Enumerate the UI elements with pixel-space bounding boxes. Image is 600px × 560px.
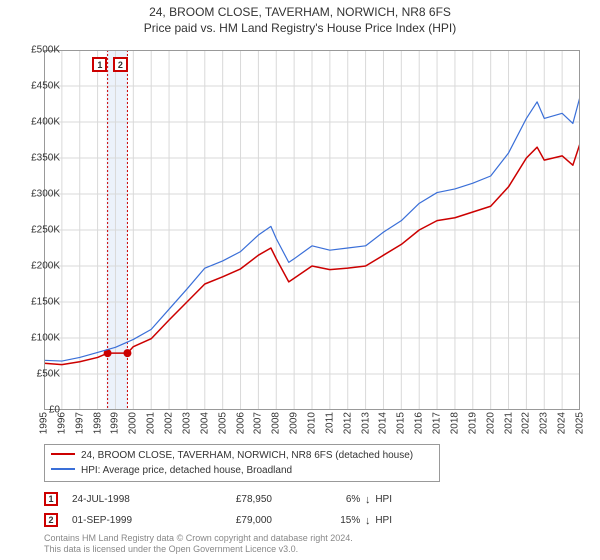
event-marker: 1	[92, 57, 107, 72]
y-tick-label: £300K	[10, 189, 60, 200]
event-price: £79,000	[182, 515, 272, 526]
chart-title: 24, BROOM CLOSE, TAVERHAM, NORWICH, NR8 …	[0, 0, 600, 36]
x-tick-label: 2004	[199, 412, 210, 434]
down-arrow-icon: ↓	[365, 495, 371, 506]
x-tick-label: 2000	[128, 412, 139, 434]
event-table: 1 24-JUL-1998£78,9506% ↓ HPI 2 01-SEP-1999£…	[44, 490, 580, 529]
x-tick-label: 2015	[396, 412, 407, 434]
x-tick-label: 2021	[503, 412, 514, 434]
legend-swatch	[51, 468, 75, 470]
event-row: 2 01-SEP-1999£79,00015% ↓ HPI	[44, 511, 580, 529]
footer-line2: This data is licensed under the Open Gov…	[44, 544, 353, 556]
event-number-badge: 2	[44, 513, 58, 527]
x-tick-label: 2013	[360, 412, 371, 434]
x-tick-label: 1996	[56, 412, 67, 434]
x-tick-label: 2024	[557, 412, 568, 434]
plot-area	[44, 50, 580, 410]
legend-label: 24, BROOM CLOSE, TAVERHAM, NORWICH, NR8 …	[81, 450, 413, 461]
x-tick-label: 2022	[521, 412, 532, 434]
y-tick-label: £150K	[10, 297, 60, 308]
x-tick-label: 2020	[485, 412, 496, 434]
footer-line1: Contains HM Land Registry data © Crown c…	[44, 533, 353, 545]
event-row: 1 24-JUL-1998£78,9506% ↓ HPI	[44, 490, 580, 508]
y-tick-label: £100K	[10, 333, 60, 344]
y-tick-label: £250K	[10, 225, 60, 236]
x-tick-label: 1999	[110, 412, 121, 434]
y-tick-label: £200K	[10, 261, 60, 272]
down-arrow-icon: ↓	[365, 516, 371, 527]
legend-label: HPI: Average price, detached house, Broa…	[81, 465, 292, 476]
footer-attribution: Contains HM Land Registry data © Crown c…	[44, 533, 353, 556]
x-tick-label: 2012	[342, 412, 353, 434]
x-tick-label: 2001	[146, 412, 157, 434]
event-pct: 15% ↓ HPI	[272, 515, 392, 526]
y-tick-label: £450K	[10, 81, 60, 92]
x-tick-label: 2019	[467, 412, 478, 434]
event-date: 01-SEP-1999	[72, 515, 182, 526]
x-tick-label: 1998	[92, 412, 103, 434]
x-tick-label: 2011	[324, 412, 335, 434]
x-tick-label: 2018	[449, 412, 460, 434]
x-tick-label: 2009	[289, 412, 300, 434]
event-date: 24-JUL-1998	[72, 494, 182, 505]
x-tick-label: 1997	[74, 412, 85, 434]
x-tick-label: 2007	[253, 412, 264, 434]
legend-item: 24, BROOM CLOSE, TAVERHAM, NORWICH, NR8 …	[51, 448, 433, 463]
x-tick-label: 2014	[378, 412, 389, 434]
title-address: 24, BROOM CLOSE, TAVERHAM, NORWICH, NR8 …	[0, 4, 600, 20]
y-tick-label: £0	[10, 405, 60, 416]
x-tick-label: 2005	[217, 412, 228, 434]
chart-container: { "title": { "address": "24, BROOM CLOSE…	[0, 0, 600, 560]
legend-item: HPI: Average price, detached house, Broa…	[51, 463, 433, 478]
legend-and-events: 24, BROOM CLOSE, TAVERHAM, NORWICH, NR8 …	[44, 444, 580, 532]
y-tick-label: £400K	[10, 117, 60, 128]
event-pct: 6% ↓ HPI	[272, 494, 392, 505]
event-number-badge: 1	[44, 492, 58, 506]
x-tick-label: 2010	[307, 412, 318, 434]
plot-svg	[44, 50, 580, 410]
x-tick-label: 2008	[271, 412, 282, 434]
legend-box: 24, BROOM CLOSE, TAVERHAM, NORWICH, NR8 …	[44, 444, 440, 482]
event-marker: 2	[113, 57, 128, 72]
x-tick-label: 2016	[414, 412, 425, 434]
legend-swatch	[51, 453, 75, 455]
x-tick-label: 2025	[575, 412, 586, 434]
y-tick-label: £50K	[10, 369, 60, 380]
x-tick-label: 2003	[181, 412, 192, 434]
event-price: £78,950	[182, 494, 272, 505]
x-tick-label: 1995	[39, 412, 50, 434]
x-tick-label: 2006	[235, 412, 246, 434]
y-tick-label: £350K	[10, 153, 60, 164]
title-subtitle: Price paid vs. HM Land Registry's House …	[0, 20, 600, 36]
x-tick-label: 2023	[539, 412, 550, 434]
y-tick-label: £500K	[10, 45, 60, 56]
x-tick-label: 2017	[432, 412, 443, 434]
x-tick-label: 2002	[164, 412, 175, 434]
